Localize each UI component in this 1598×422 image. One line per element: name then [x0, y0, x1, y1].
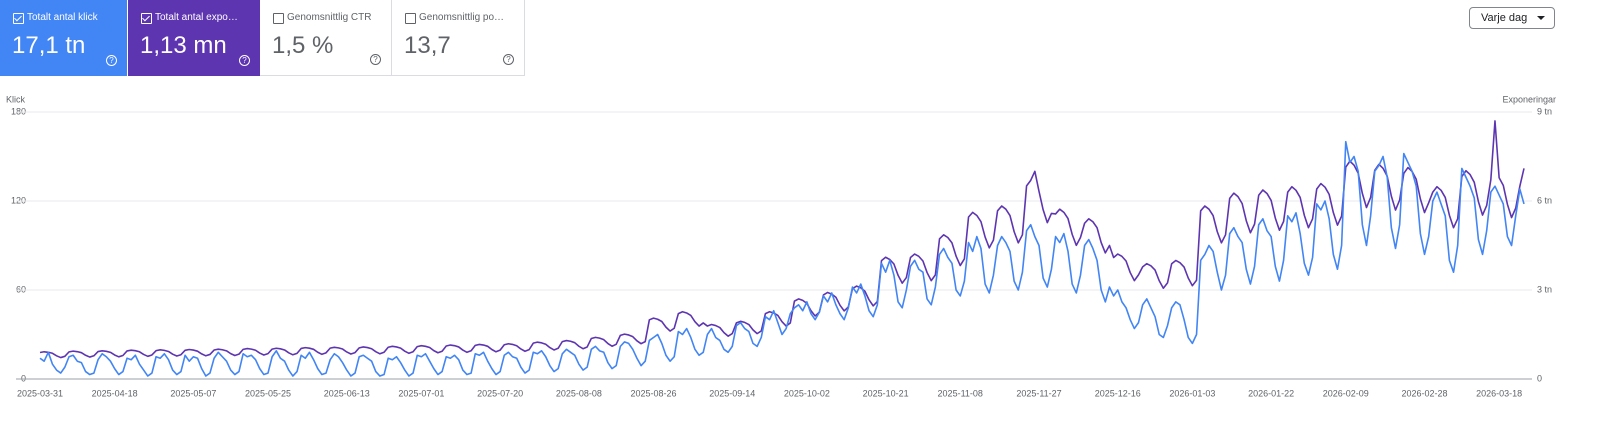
x-tick-label: 2026-02-28 [1401, 388, 1447, 398]
help-icon[interactable]: ? [370, 54, 381, 65]
x-tick-label: 2026-03-18 [1476, 388, 1522, 398]
x-tick-label: 2025-04-18 [92, 388, 138, 398]
y2-axis-title: Exponeringar [1502, 94, 1556, 104]
y2-tick-label: 3 tn [1537, 284, 1552, 294]
x-tick-label: 2025-10-21 [863, 388, 909, 398]
metric-card[interactable]: Totalt antal expo… 1,13 mn ? [128, 0, 260, 76]
metric-label: Genomsnittlig CTR [287, 12, 372, 23]
x-tick-label: 2025-07-01 [398, 388, 444, 398]
metric-value: 17,1 tn [12, 32, 86, 59]
x-tick-label: 2026-01-03 [1169, 388, 1215, 398]
x-tick-label: 2025-03-31 [17, 388, 63, 398]
y-tick-label: 0 [21, 373, 26, 383]
x-tick-label: 2025-05-07 [170, 388, 216, 398]
help-icon[interactable]: ? [503, 54, 514, 65]
metric-value: 1,5 % [272, 32, 334, 59]
checkbox[interactable] [13, 13, 24, 24]
metric-label: Totalt antal expo… [155, 12, 238, 23]
x-tick-label: 2025-08-08 [556, 388, 602, 398]
x-tick-label: 2025-06-13 [324, 388, 370, 398]
x-tick-label: 2025-05-25 [245, 388, 291, 398]
x-tick-label: 2026-01-22 [1248, 388, 1294, 398]
y-tick-label: 60 [16, 284, 26, 294]
y2-tick-label: 0 [1537, 373, 1542, 383]
x-tick-label: 2025-10-02 [784, 388, 830, 398]
x-tick-label: 2025-11-27 [1016, 388, 1061, 398]
x-tick-label: 2025-12-16 [1095, 388, 1141, 398]
metric-card[interactable]: Genomsnittlig po… 13,7 ? [392, 0, 525, 76]
y2-tick-label: 6 tn [1537, 195, 1552, 205]
checkbox[interactable] [273, 13, 284, 24]
y2-tick-label: 9 tn [1537, 106, 1552, 116]
metric-value: 1,13 mn [140, 32, 227, 59]
metric-card[interactable]: Totalt antal klick 17,1 tn ? [0, 0, 127, 76]
x-tick-label: 2025-11-08 [938, 388, 983, 398]
series-line [39, 120, 1525, 359]
y-tick-label: 120 [11, 195, 26, 205]
checkbox[interactable] [405, 13, 416, 24]
x-tick-label: 2026-02-09 [1323, 388, 1369, 398]
y-axis-title: Klick [6, 94, 26, 104]
x-tick-label: 2025-09-14 [709, 388, 755, 398]
checkbox[interactable] [141, 13, 152, 24]
metric-card[interactable]: Genomsnittlig CTR 1,5 % ? [260, 0, 392, 76]
help-icon[interactable]: ? [239, 55, 250, 66]
y-tick-label: 180 [11, 106, 26, 116]
series-line [39, 140, 1525, 377]
x-tick-label: 2025-08-26 [630, 388, 676, 398]
metric-label: Genomsnittlig po… [419, 12, 505, 23]
x-tick-label: 2025-07-20 [477, 388, 523, 398]
metric-value: 13,7 [404, 32, 451, 59]
help-icon[interactable]: ? [106, 55, 117, 66]
period-select[interactable]: Varje dag [1469, 7, 1555, 29]
metric-label: Totalt antal klick [27, 12, 98, 23]
